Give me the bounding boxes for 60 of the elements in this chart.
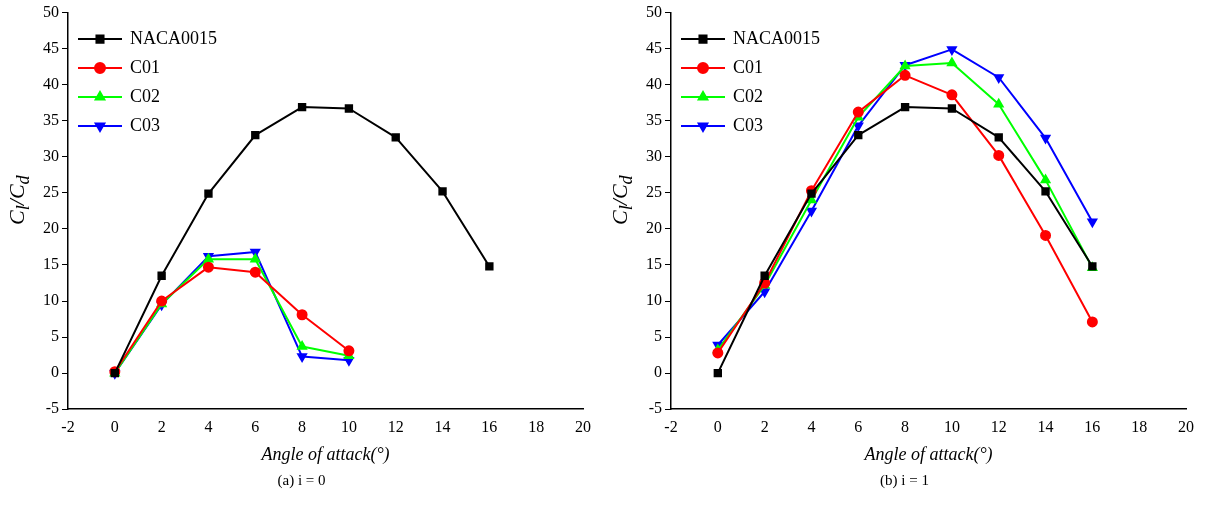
y-tick-label: 25 xyxy=(646,183,662,201)
x-tick-label: 14 xyxy=(434,418,451,435)
x-tick-label: 0 xyxy=(713,418,722,435)
y-tick-label: 5 xyxy=(654,327,662,345)
x-tick-label: 18 xyxy=(1131,418,1148,435)
x-axis-title: Angle of attack(°) xyxy=(260,443,390,465)
x-tick-label: 12 xyxy=(387,418,404,435)
y-tick-label: 45 xyxy=(646,38,662,56)
y-tick-label: 40 xyxy=(646,74,662,92)
y-tick-label: 50 xyxy=(646,2,662,20)
x-axis-title: Angle of attack(°) xyxy=(863,443,993,465)
y-tick-label: 30 xyxy=(43,147,59,165)
x-tick-label: 20 xyxy=(575,418,591,435)
y-tick-label: 40 xyxy=(43,74,59,92)
y-tick-label: 35 xyxy=(646,110,662,128)
y-tick-label: 35 xyxy=(43,110,59,128)
x-tick-label: 6 xyxy=(854,418,863,435)
x-tick-label: -2 xyxy=(61,418,75,435)
text: (a) i = 0 xyxy=(276,472,327,489)
y-tick-label: -5 xyxy=(45,399,59,417)
y-tick-label: 15 xyxy=(43,255,59,273)
x-tick-label: 18 xyxy=(528,418,545,435)
legend-label: NACA0015 xyxy=(733,27,821,48)
y-tick-label: 10 xyxy=(43,291,59,309)
legend-label: C03 xyxy=(130,114,161,135)
x-tick-label: 4 xyxy=(807,418,816,435)
legend-label: C02 xyxy=(130,85,161,106)
x-tick-label: 10 xyxy=(943,418,960,435)
x-tick-label: 2 xyxy=(157,418,166,435)
y-tick-label: 5 xyxy=(51,327,59,345)
x-tick-label: 16 xyxy=(1084,418,1101,435)
x-tick-label: 2 xyxy=(760,418,769,435)
y-tick-label: 10 xyxy=(646,291,662,309)
x-tick-label: 10 xyxy=(340,418,357,435)
x-tick-label: 14 xyxy=(1037,418,1054,435)
legend-label: C01 xyxy=(130,56,161,77)
y-tick-label: 25 xyxy=(43,183,59,201)
y-tick-label: 20 xyxy=(646,219,662,237)
x-tick-label: 8 xyxy=(901,418,910,435)
y-tick-label: 45 xyxy=(43,38,59,56)
y-tick-label: 15 xyxy=(646,255,662,273)
x-tick-label: 0 xyxy=(110,418,119,435)
legend-label: C01 xyxy=(733,56,764,77)
x-tick-label: 12 xyxy=(990,418,1007,435)
x-tick-label: -2 xyxy=(664,418,678,435)
y-tick-label: 20 xyxy=(43,219,59,237)
text: (b) i = 1 xyxy=(879,472,930,489)
x-tick-label: 8 xyxy=(298,418,307,435)
x-tick-label: 6 xyxy=(251,418,260,435)
legend-label: C02 xyxy=(733,85,764,106)
x-tick-label: 16 xyxy=(481,418,498,435)
y-tick-label: 0 xyxy=(654,363,662,381)
y-tick-label: 30 xyxy=(646,147,662,165)
y-tick-label: 0 xyxy=(51,363,59,381)
x-tick-label: 4 xyxy=(204,418,213,435)
y-tick-label: 50 xyxy=(43,2,59,20)
legend-label: NACA0015 xyxy=(130,27,218,48)
y-tick-label: -5 xyxy=(648,399,662,417)
legend-label: C03 xyxy=(733,114,764,135)
x-tick-label: 20 xyxy=(1178,418,1194,435)
